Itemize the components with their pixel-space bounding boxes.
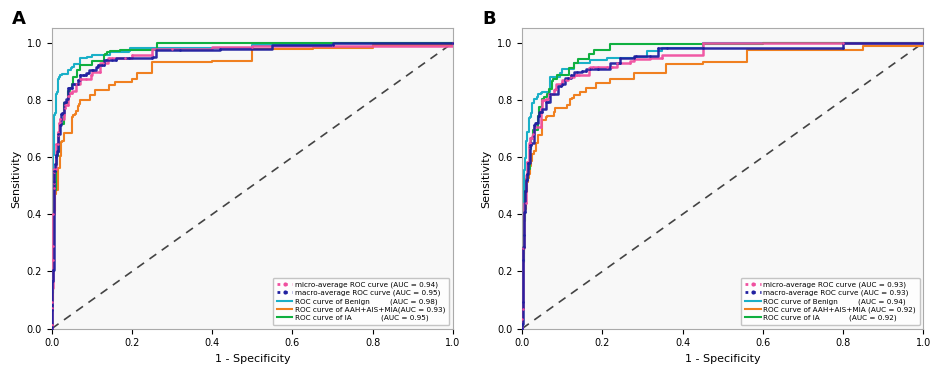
Text: B: B: [482, 10, 495, 28]
Y-axis label: Sensitivity: Sensitivity: [11, 149, 21, 208]
Text: A: A: [11, 10, 25, 28]
X-axis label: 1 - Specificity: 1 - Specificity: [215, 354, 290, 364]
Legend: micro-average ROC curve (AUC = 0.93), macro-average ROC curve (AUC = 0.93), ROC : micro-average ROC curve (AUC = 0.93), ma…: [741, 278, 919, 325]
X-axis label: 1 - Specificity: 1 - Specificity: [685, 354, 760, 364]
Legend: micro-average ROC curve (AUC = 0.94), macro-average ROC curve (AUC = 0.95), ROC : micro-average ROC curve (AUC = 0.94), ma…: [273, 278, 449, 325]
Y-axis label: Sensitivity: Sensitivity: [481, 149, 492, 208]
